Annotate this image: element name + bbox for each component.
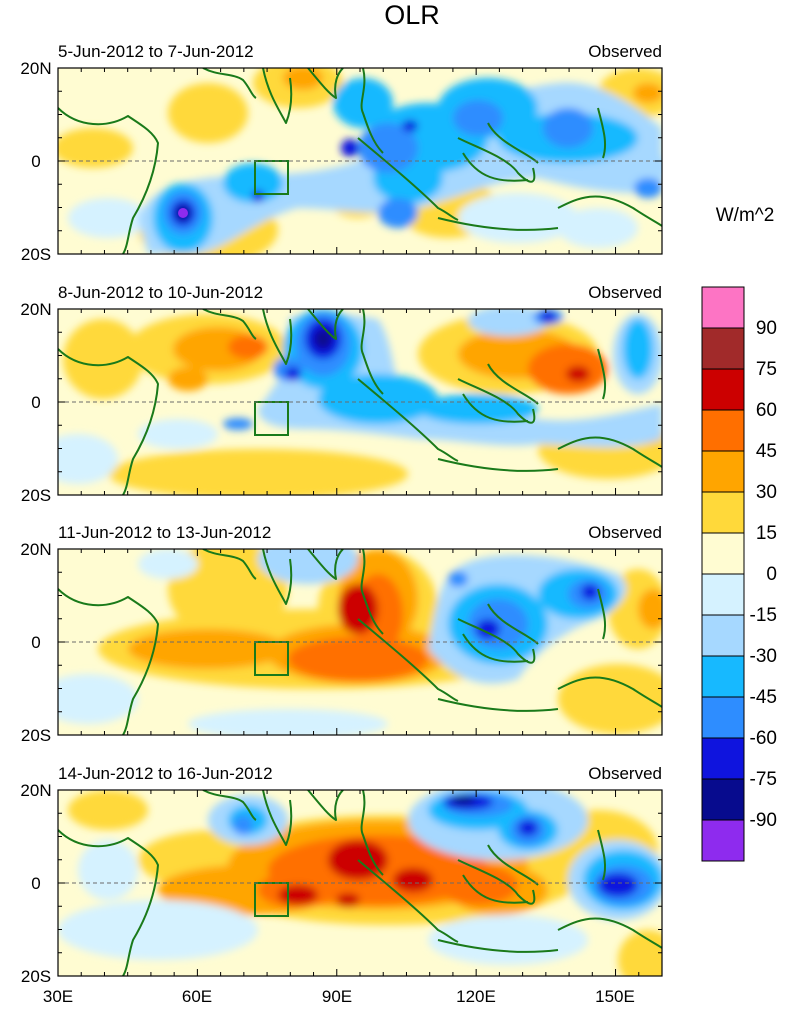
panel-1-lat-label: 20N — [20, 59, 51, 78]
colorbar-swatch — [701, 819, 745, 862]
colorbar-tick-label: 90 — [756, 318, 777, 339]
colorbar-tick-label: 0 — [766, 564, 777, 585]
colorbar-tick-label: 15 — [756, 523, 777, 544]
panel-3-date-range: 11-Jun-2012 to 13-Jun-2012 — [58, 523, 271, 542]
colorbar-tick-label: 75 — [756, 359, 777, 380]
lon-axis: 30E 60E 90E 120E 150E — [43, 987, 635, 1006]
panel-1-map — [58, 68, 662, 254]
colorbar-units: W/m^2 — [716, 205, 775, 226]
colorbar-swatch — [701, 491, 745, 534]
colorbar-tick-label: -90 — [750, 810, 777, 831]
colorbar-tick-label: 45 — [756, 441, 777, 462]
colorbar: 90 75 60 45 30 15 0 -15 -30 -45 -60 -75 -90 — [701, 286, 777, 862]
panel-2-lat-label: 20S — [21, 486, 51, 505]
panel-1-lat-label: 20S — [21, 245, 51, 264]
colorbar-swatch — [701, 778, 745, 821]
panel-4-lat-label: 20N — [20, 781, 51, 800]
lon-label: 120E — [456, 987, 496, 1006]
colorbar-swatch — [701, 532, 745, 575]
panel-3-lat-label: 0 — [31, 633, 40, 652]
colorbar-swatch — [701, 368, 745, 411]
colorbar-swatch — [701, 286, 745, 329]
panel-1-label: Observed — [588, 42, 662, 61]
panel-3-label: Observed — [588, 523, 662, 542]
panel-3-lat-label: 20S — [21, 726, 51, 745]
panel-1: 5-Jun-2012 to 7-Jun-2012 Observed — [20, 42, 663, 264]
panel-2-date-range: 8-Jun-2012 to 10-Jun-2012 — [58, 283, 263, 302]
figure-title: OLR — [384, 0, 440, 30]
colorbar-tick-label: -30 — [750, 646, 777, 667]
colorbar-swatch — [701, 696, 745, 739]
colorbar-tick-label: -60 — [750, 728, 777, 749]
colorbar-swatch — [701, 614, 745, 657]
colorbar-tick-label: 60 — [756, 400, 777, 421]
colorbar-tick-label: 30 — [756, 482, 777, 503]
colorbar-tick-label: -15 — [750, 605, 777, 626]
panel-2-label: Observed — [588, 283, 662, 302]
lon-label: 30E — [43, 987, 73, 1006]
panel-4-lat-label: 20S — [21, 967, 51, 986]
panel-2-lat-label: 20N — [20, 300, 51, 319]
panel-4-map — [58, 790, 662, 976]
lon-label: 150E — [595, 987, 635, 1006]
panel-3-lat-label: 20N — [20, 540, 51, 559]
colorbar-tick-label: -75 — [750, 769, 777, 790]
axis-ticks — [57, 67, 663, 977]
colorbar-swatch — [701, 450, 745, 493]
colorbar-swatch — [701, 737, 745, 780]
colorbar-swatch — [701, 327, 745, 370]
panel-2-map — [58, 309, 662, 495]
panel-2: 8-Jun-2012 to 10-Jun-2012 Observed — [20, 283, 663, 505]
panel-1-lat-label: 0 — [31, 152, 40, 171]
panel-1-date-range: 5-Jun-2012 to 7-Jun-2012 — [58, 42, 254, 61]
panel-3: 11-Jun-2012 to 13-Jun-2012 Observed — [20, 523, 663, 745]
colorbar-swatch — [701, 655, 745, 698]
colorbar-swatch — [701, 573, 745, 616]
lon-label: 90E — [322, 987, 352, 1006]
panel-4-date-range: 14-Jun-2012 to 16-Jun-2012 — [58, 764, 273, 783]
colorbar-tick-label: -45 — [750, 687, 777, 708]
panel-4-lat-label: 0 — [31, 874, 40, 893]
panel-4: 14-Jun-2012 to 16-Jun-2012 Observed — [20, 764, 663, 986]
colorbar-swatch — [701, 409, 745, 452]
panel-3-map — [58, 549, 662, 735]
panel-2-lat-label: 0 — [31, 393, 40, 412]
panel-4-label: Observed — [588, 764, 662, 783]
lon-label: 60E — [182, 987, 212, 1006]
